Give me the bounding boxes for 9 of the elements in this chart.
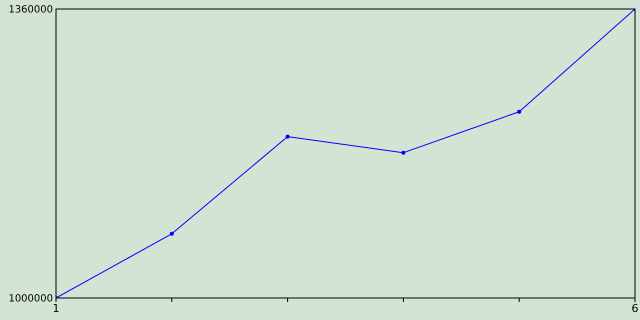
point bbox=[401, 150, 406, 155]
y-tick-label: 1000000 bbox=[8, 294, 53, 305]
x-tick-label: 1 bbox=[52, 302, 60, 315]
line-series bbox=[56, 9, 635, 298]
point bbox=[517, 110, 522, 114]
y-tick-label: 1360000 bbox=[8, 4, 53, 16]
x-tick-label: 6 bbox=[632, 302, 638, 315]
point bbox=[170, 232, 174, 236]
point bbox=[286, 134, 290, 139]
